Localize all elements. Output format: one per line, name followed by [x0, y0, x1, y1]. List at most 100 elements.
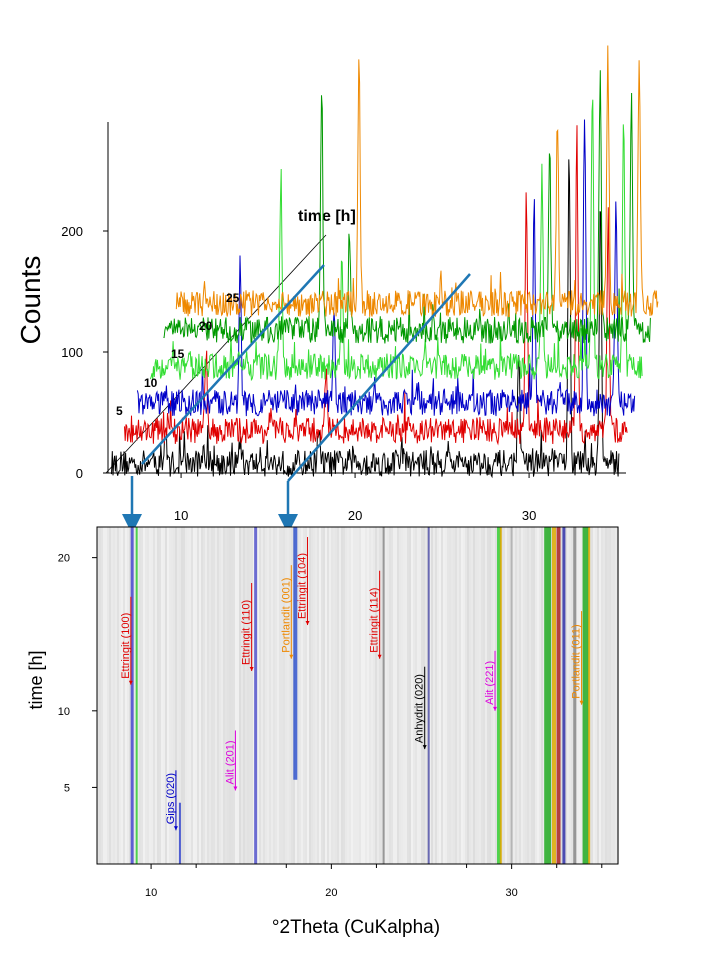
heatmap-noise [129, 527, 131, 864]
heatmap-noise [369, 527, 371, 864]
heatmap-noise [543, 527, 545, 864]
heatmap-noise [229, 527, 231, 864]
peak-annotation: Ettringit (104) [297, 537, 310, 626]
heatmap-noise [101, 527, 103, 864]
reflection-line [562, 527, 566, 864]
heatmap-noise [391, 527, 393, 864]
heatmap-noise [157, 527, 159, 864]
heatmap-noise [415, 527, 417, 864]
heatmap-noise [211, 527, 213, 864]
heatmap-noise [155, 527, 157, 864]
heatmap-noise [513, 527, 515, 864]
annotation-label: Alit (221) [484, 661, 496, 705]
heatmap-noise [597, 527, 599, 864]
heatmap-noise [461, 527, 463, 864]
heatmap-noise [235, 527, 237, 864]
heatmap-noise [401, 527, 403, 864]
heatmap-noise [313, 527, 315, 864]
heatmap-y-tick-label: 5 [64, 782, 70, 794]
heatmap-noise [189, 527, 191, 864]
heatmap-noise [457, 527, 459, 864]
heatmap-noise [421, 527, 423, 864]
heatmap-noise [409, 527, 411, 864]
heatmap-noise [577, 527, 579, 864]
series-line-lightgreen [149, 99, 643, 382]
annotation-arrowhead [128, 680, 133, 685]
heatmap-noise [191, 527, 193, 864]
heatmap-noise [593, 527, 595, 864]
heatmap-noise [199, 527, 201, 864]
heatmap-noise [333, 527, 335, 864]
x-axis-title: °2Theta (CuKalpha) [272, 917, 440, 938]
heatmap-noise [263, 527, 265, 864]
heatmap-noise [245, 527, 247, 864]
reflection-line [582, 527, 589, 864]
heatmap-noise [123, 527, 125, 864]
peak-annotation: Alit (221) [484, 650, 498, 711]
heatmap-noise [483, 527, 485, 864]
heatmap-noise [167, 527, 169, 864]
heatmap-noise [343, 527, 345, 864]
heatmap-noise [97, 527, 99, 864]
heatmap-noise [307, 527, 309, 864]
annotation-arrowhead [422, 745, 427, 750]
heatmap-noise [121, 527, 123, 864]
heatmap-noise [127, 527, 129, 864]
heatmap-noise [527, 527, 529, 864]
heatmap-noise [141, 527, 143, 864]
heatmap-noise [393, 527, 395, 864]
heatmap-noise [133, 527, 135, 864]
reflection-line [499, 527, 502, 864]
heatmap-noise [451, 527, 453, 864]
heatmap-noise [419, 527, 421, 864]
heatmap-noise [103, 527, 105, 864]
heatmap-noise [601, 527, 603, 864]
annotation-label: Portlandit (011) [571, 624, 583, 698]
heatmap-noise [193, 527, 195, 864]
time-label: 15 [171, 347, 185, 361]
heatmap-noise [281, 527, 283, 864]
heatmap-noise [389, 527, 391, 864]
heatmap-noise [195, 527, 197, 864]
heatmap-noise [119, 527, 121, 864]
heatmap-noise [437, 527, 439, 864]
heatmap-noise [371, 527, 373, 864]
heatmap-noise [529, 527, 531, 864]
annotation-label: Alit (201) [224, 740, 236, 784]
heatmap-noise [215, 527, 217, 864]
heatmap-noise [337, 527, 339, 864]
annotation-arrowhead [579, 700, 584, 705]
heatmap-noise [363, 527, 365, 864]
heatmap-noise [579, 527, 581, 864]
x-tick-label: 30 [522, 508, 536, 523]
heatmap-noise [243, 527, 245, 864]
heatmap-noise [519, 527, 521, 864]
heatmap-noise [339, 527, 341, 864]
heatmap-noise [429, 527, 431, 864]
heatmap-noise [319, 527, 321, 864]
heatmap-noise [231, 527, 233, 864]
heatmap-noise [105, 527, 107, 864]
heatmap-noise [607, 527, 609, 864]
heatmap-noise [197, 527, 199, 864]
heatmap-noise [443, 527, 445, 864]
heatmap-noise [517, 527, 519, 864]
heatmap-noise [603, 527, 605, 864]
heatmap-noise [507, 527, 509, 864]
time-label: 20 [199, 319, 213, 333]
heatmap-noise [301, 527, 303, 864]
heatmap-noise [315, 527, 317, 864]
heatmap-noise [277, 527, 279, 864]
reflection-line [510, 527, 513, 864]
heatmap-noise [239, 527, 241, 864]
heatmap-noise [465, 527, 467, 864]
heatmap-noise [359, 527, 361, 864]
heatmap-noise [115, 527, 117, 864]
heatmap-noise [367, 527, 369, 864]
heatmap-noise [503, 527, 505, 864]
heatmap-noise [223, 527, 225, 864]
heatmap-noise [181, 527, 183, 864]
heatmap-x-tick-label: 20 [325, 887, 337, 899]
heatmap-noise [501, 527, 503, 864]
annotation-label: Ettringit (104) [297, 553, 309, 619]
